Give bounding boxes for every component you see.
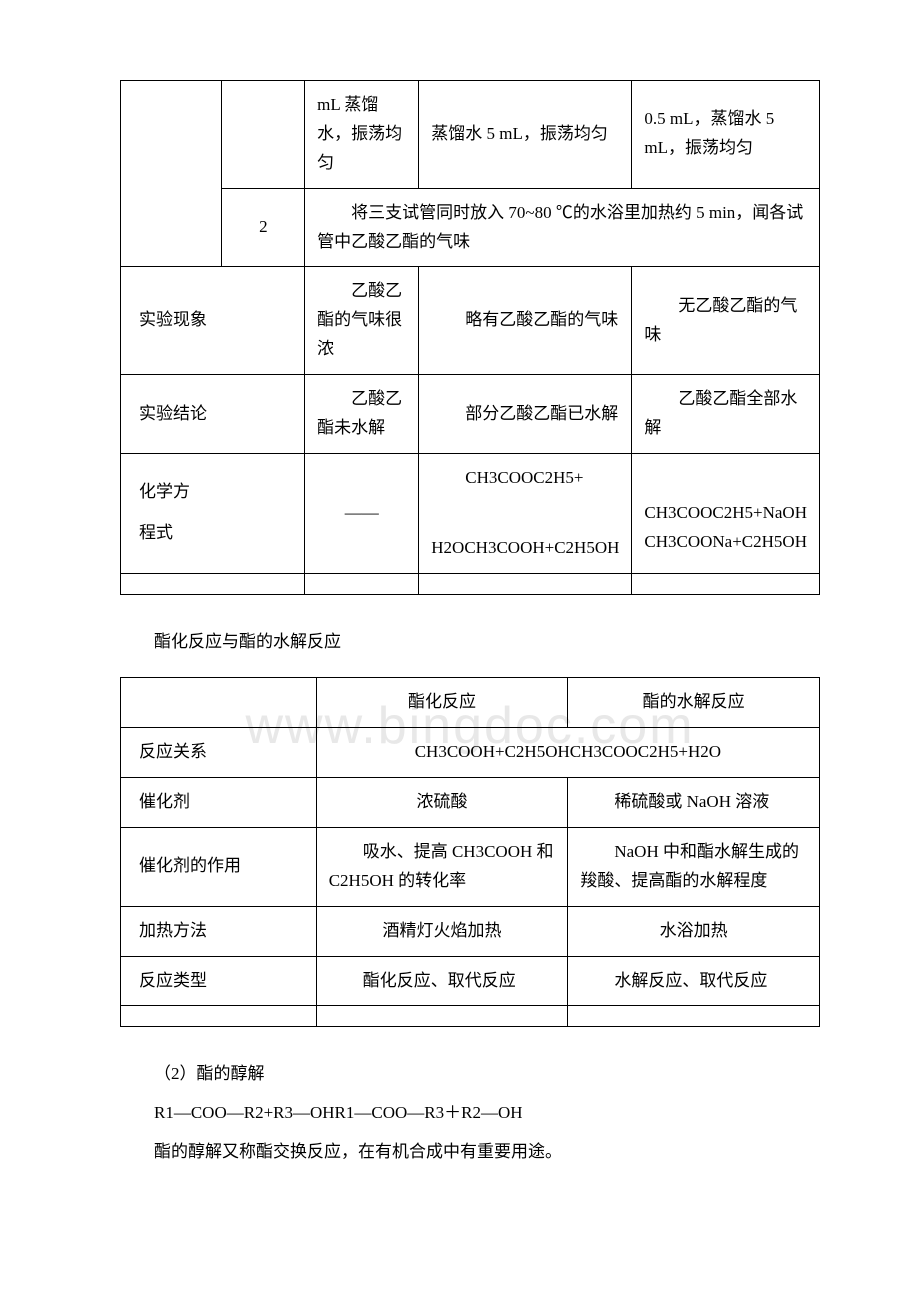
table-row: 催化剂 浓硫酸 稀硫酸或 NaOH 溶液 [121, 777, 820, 827]
cell: 吸水、提高 CH3COOH 和 C2H5OH 的转化率 [316, 827, 568, 906]
cell: 酒精灯火焰加热 [316, 906, 568, 956]
cell: 无乙酸乙酯的气味 [632, 267, 820, 375]
paragraph: （2）酯的醇解 [120, 1059, 820, 1090]
cell [121, 1006, 317, 1027]
cell: 酯的水解反应 [568, 678, 820, 728]
cell: 酯化反应 [316, 678, 568, 728]
cell: 反应类型 [121, 956, 317, 1006]
cell [121, 573, 305, 594]
cell: 反应关系 [121, 728, 317, 778]
table-row: 2 将三支试管同时放入 70~80 ℃的水浴里加热约 5 min，闻各试管中乙酸… [121, 188, 820, 267]
table-row [121, 1006, 820, 1027]
table-row: 反应关系 CH3COOH+C2H5OHCH3COOC2H5+H2O [121, 728, 820, 778]
page-wrapper: www.bingdoc.com mL 蒸馏水，振荡均匀 蒸馏水 5 mL，振荡均… [120, 80, 820, 1167]
cell: 浓硫酸 [316, 777, 568, 827]
cell [568, 1006, 820, 1027]
cell: 催化剂的作用 [121, 827, 317, 906]
cell [419, 573, 632, 594]
cell: 部分乙酸乙酯已水解 [419, 375, 632, 454]
cell [222, 81, 305, 189]
paragraph: R1—COO—R2+R3—OHR1—COO—R3＋R2—OH [120, 1098, 820, 1129]
cell: 蒸馏水 5 mL，振荡均匀 [419, 81, 632, 189]
cell: 实验结论 [121, 375, 305, 454]
cell: 催化剂 [121, 777, 317, 827]
cell [121, 678, 317, 728]
paragraph: 酯的醇解又称酯交换反应，在有机合成中有重要用途。 [120, 1137, 820, 1168]
cell: 0.5 mL，蒸馏水 5 mL，振荡均匀 [632, 81, 820, 189]
table-row: 酯化反应 酯的水解反应 [121, 678, 820, 728]
table-row: 反应类型 酯化反应、取代反应 水解反应、取代反应 [121, 956, 820, 1006]
cell: 略有乙酸乙酯的气味 [419, 267, 632, 375]
table-row: 加热方法 酒精灯火焰加热 水浴加热 [121, 906, 820, 956]
cell: 乙酸乙酯的气味很浓 [305, 267, 419, 375]
cell: 乙酸乙酯全部水解 [632, 375, 820, 454]
cell [316, 1006, 568, 1027]
cell: 2 [222, 188, 305, 267]
cell-text: 程式 [139, 519, 292, 548]
cell: 水解反应、取代反应 [568, 956, 820, 1006]
cell-text: 化学方 [139, 478, 292, 507]
cell: 乙酸乙酯未水解 [305, 375, 419, 454]
comparison-table: 酯化反应 酯的水解反应 反应关系 CH3COOH+C2H5OHCH3COOC2H… [120, 677, 820, 1027]
cell: mL 蒸馏水，振荡均匀 [305, 81, 419, 189]
table-row: 实验现象 乙酸乙酯的气味很浓 略有乙酸乙酯的气味 无乙酸乙酯的气味 [121, 267, 820, 375]
table-row: 催化剂的作用 吸水、提高 CH3COOH 和 C2H5OH 的转化率 NaOH … [121, 827, 820, 906]
cell: 酯化反应、取代反应 [316, 956, 568, 1006]
cell: 稀硫酸或 NaOH 溶液 [568, 777, 820, 827]
cell: —— [305, 453, 419, 573]
table-row [121, 573, 820, 594]
cell [121, 81, 222, 267]
cell: NaOH 中和酯水解生成的羧酸、提高酯的水解程度 [568, 827, 820, 906]
table-row: mL 蒸馏水，振荡均匀 蒸馏水 5 mL，振荡均匀 0.5 mL，蒸馏水 5 m… [121, 81, 820, 189]
cell: CH3COOH+C2H5OHCH3COOC2H5+H2O [316, 728, 819, 778]
cell: 将三支试管同时放入 70~80 ℃的水浴里加热约 5 min，闻各试管中乙酸乙酯… [305, 188, 820, 267]
cell-text: CH3COOC2H5+NaOH [644, 470, 807, 528]
cell: CH3COOC2H5+NaOH CH3COONa+C2H5OH [632, 453, 820, 573]
cell: 加热方法 [121, 906, 317, 956]
cell-text: H2OCH3COOH+C2H5OH [431, 505, 619, 563]
cell-text: CH3COONa+C2H5OH [644, 528, 807, 557]
experiment-table: mL 蒸馏水，振荡均匀 蒸馏水 5 mL，振荡均匀 0.5 mL，蒸馏水 5 m… [120, 80, 820, 595]
cell: 实验现象 [121, 267, 305, 375]
cell [632, 573, 820, 594]
cell: 水浴加热 [568, 906, 820, 956]
cell [305, 573, 419, 594]
cell-text: CH3COOC2H5+ [431, 464, 619, 493]
cell: CH3COOC2H5+ H2OCH3COOH+C2H5OH [419, 453, 632, 573]
cell: 化学方 程式 [121, 453, 305, 573]
table-row: 实验结论 乙酸乙酯未水解 部分乙酸乙酯已水解 乙酸乙酯全部水解 [121, 375, 820, 454]
section-title: 酯化反应与酯的水解反应 [120, 627, 820, 658]
table-row: 化学方 程式 —— CH3COOC2H5+ H2OCH3COOH+C2H5OH … [121, 453, 820, 573]
